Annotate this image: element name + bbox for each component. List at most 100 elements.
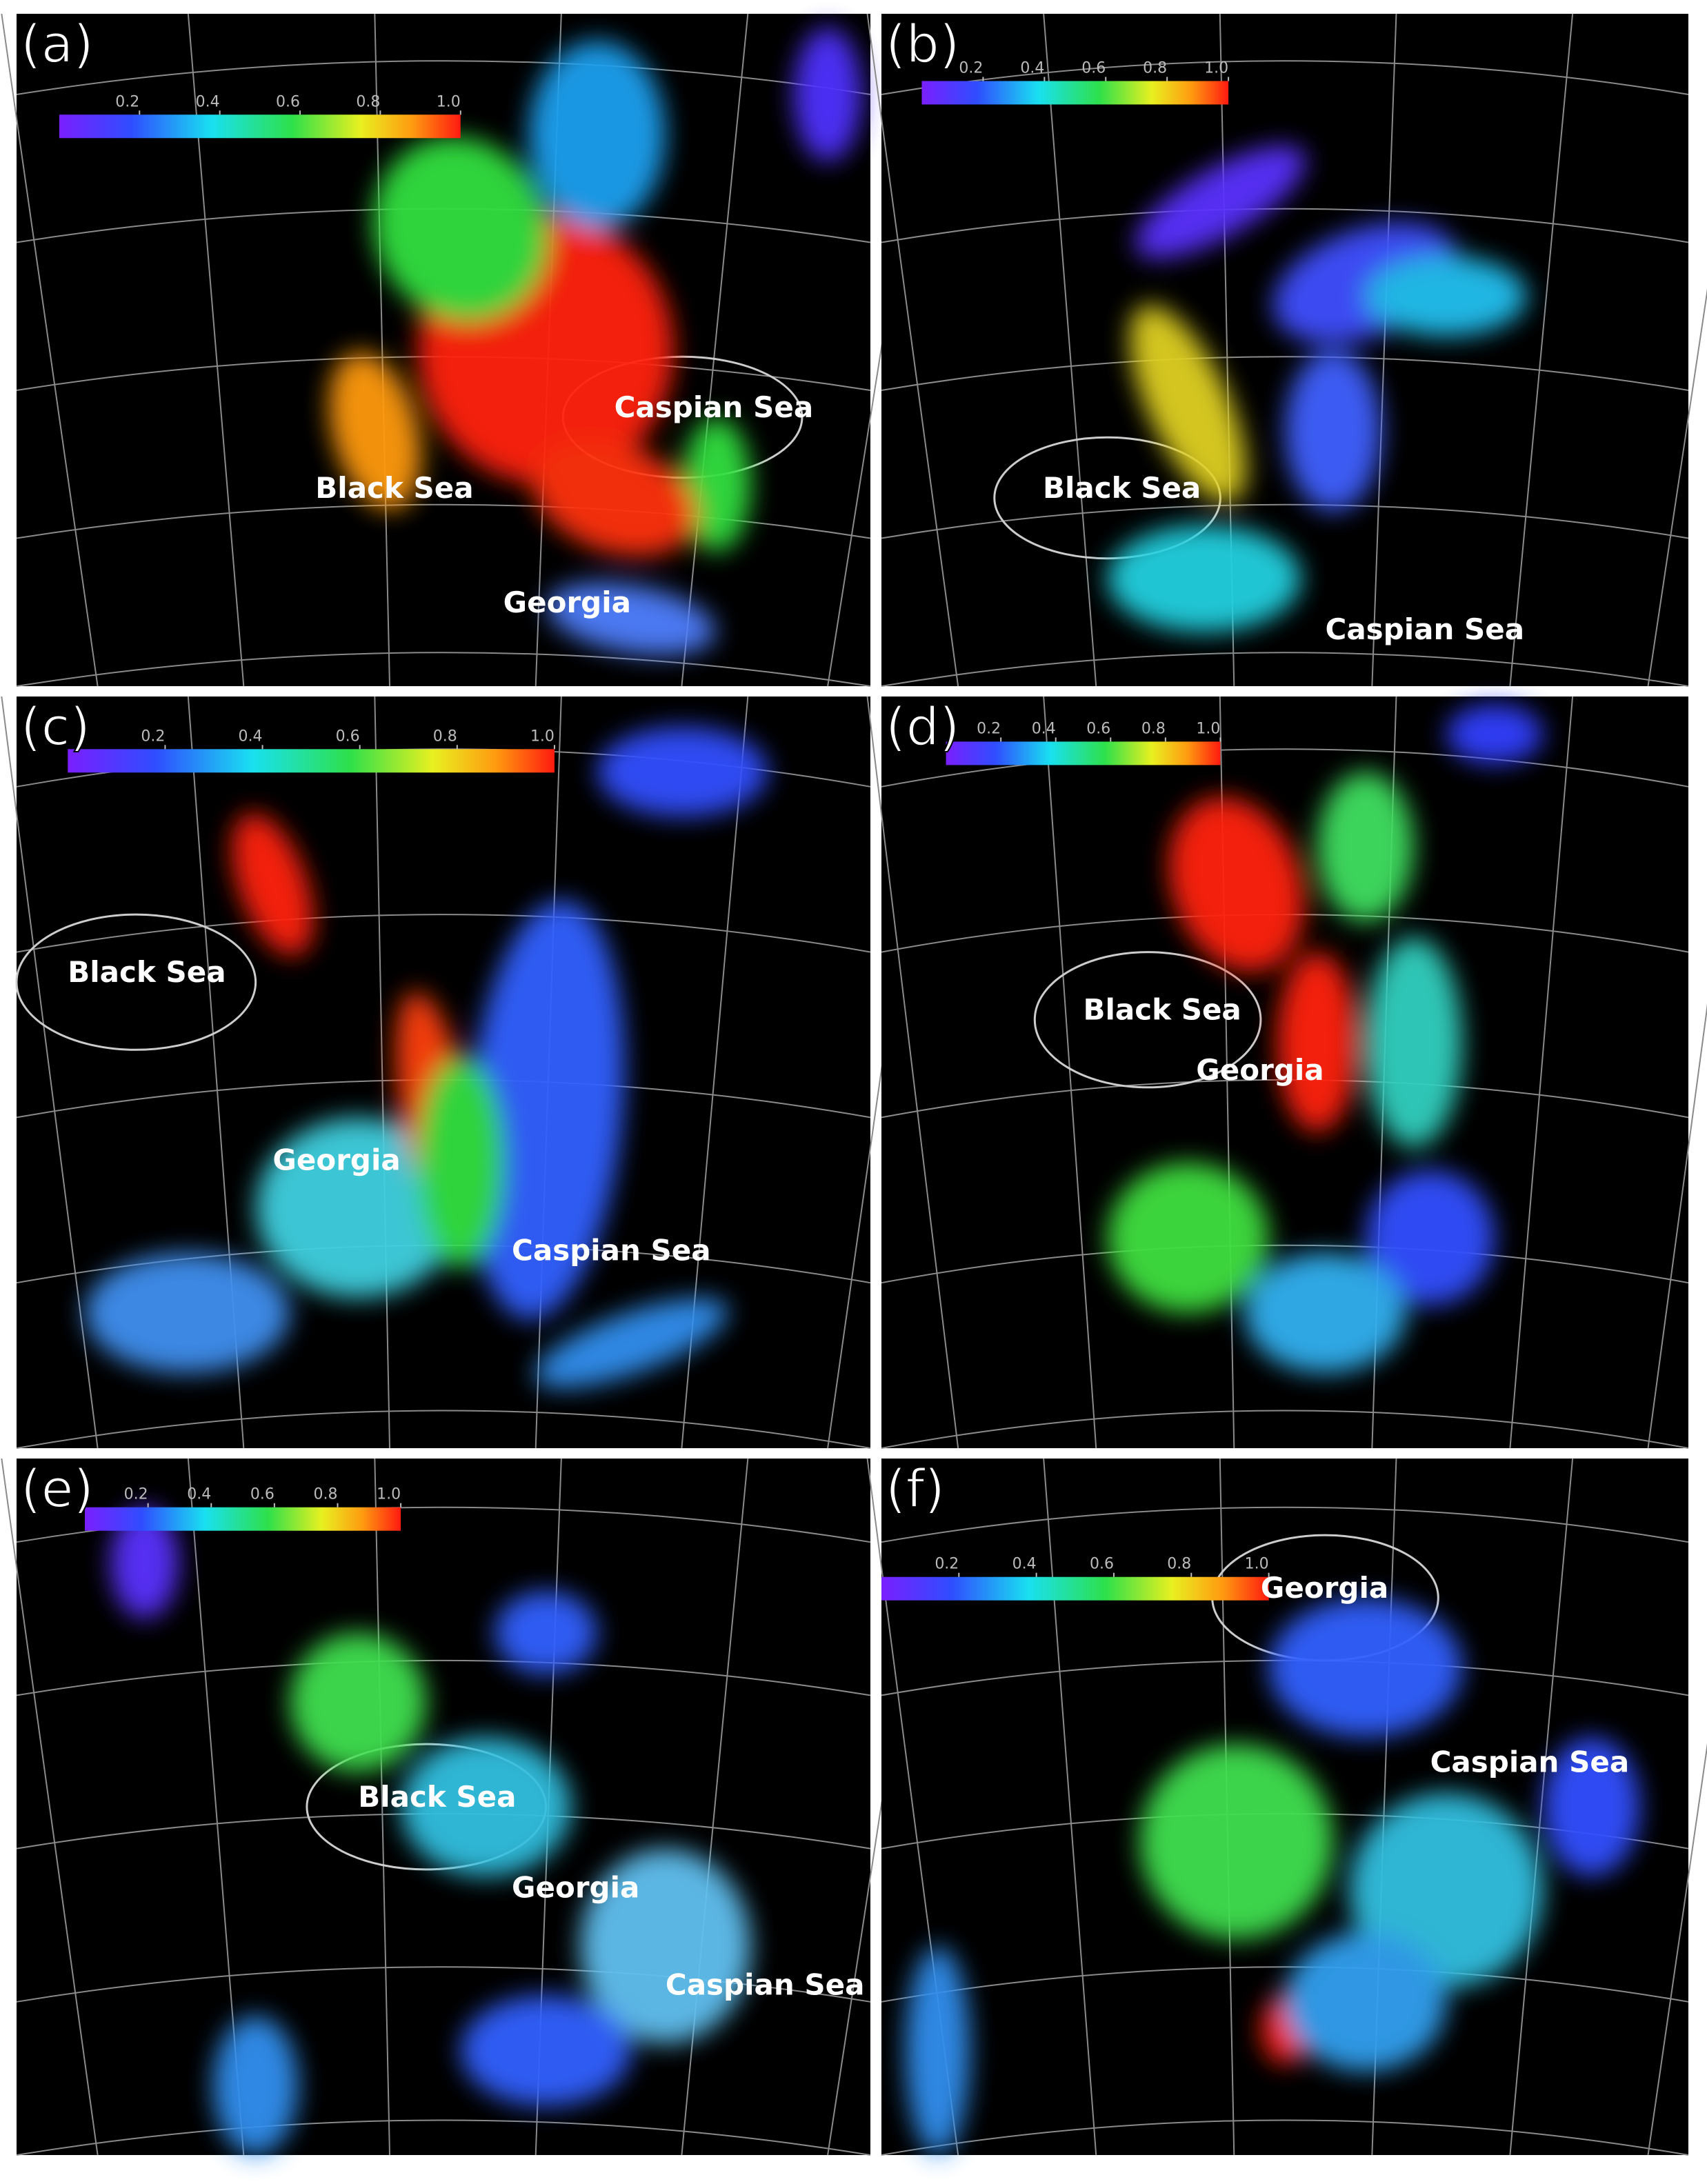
map-panel: 0.2 0.4 0.6 0.8 1.0 Black Sea Caspian Sea (b) <box>866 12 1707 687</box>
aerosol-patch <box>290 1632 427 1772</box>
graticule <box>881 356 1689 391</box>
graticule <box>1043 1458 1097 2156</box>
aerosol-patch <box>467 900 625 1320</box>
map-panel: 0.2 0.4 0.6 0.8 1.0 Black Sea Georgia Caspian S… <box>1 1457 935 2156</box>
colorbar-tick-label: 0.8 <box>1143 60 1167 77</box>
colorbar-tick-label: 0.8 <box>313 1486 337 1503</box>
graticule <box>881 1410 1689 1449</box>
graticule <box>866 13 959 687</box>
place-label: Caspian Sea <box>666 1968 865 2002</box>
colorbar-tick-label: 0.4 <box>1020 60 1044 77</box>
graticule <box>1 13 99 687</box>
place-label: Georgia <box>272 1143 400 1177</box>
aerosol-patch <box>547 582 716 656</box>
panel-label: (b) <box>886 13 960 74</box>
colorbar-tick-label: 0.2 <box>141 728 165 745</box>
colorbar-tick-label: 0.4 <box>1012 1556 1037 1573</box>
graticule <box>881 60 1689 95</box>
aerosol-patch <box>85 1252 290 1373</box>
aerosol-patch <box>372 137 548 321</box>
colorbar-tick-label: 0.6 <box>1081 60 1106 77</box>
colorbar <box>946 741 1221 765</box>
colorbar-tick-label: 0.2 <box>935 1556 959 1573</box>
aerosol-patch <box>532 439 697 557</box>
colorbar-tick-label: 0.6 <box>276 93 300 110</box>
aerosol-patch <box>1366 1170 1495 1305</box>
graticule <box>866 696 959 1449</box>
colorbar-tick-label: 0.2 <box>977 720 1001 737</box>
aerosol-patch <box>580 1848 751 2044</box>
map-panel: 0.2 0.4 0.6 0.8 1.0 Black Sea Georgia Caspian S… <box>1 695 935 1449</box>
aerosol-patch <box>401 1737 572 1876</box>
aerosol-patch <box>460 1994 632 2107</box>
graticule <box>881 1244 1689 1284</box>
graticule <box>881 748 1689 788</box>
graticule <box>1647 1003 1707 1449</box>
aerosol-patch <box>1366 936 1463 1148</box>
graticule <box>681 13 749 687</box>
aerosol-patch <box>528 41 666 229</box>
colorbar-tick-label: 0.8 <box>1167 1556 1191 1573</box>
place-label: Black Sea <box>68 955 226 989</box>
colorbar-tick-label: 1.0 <box>1196 720 1220 737</box>
colorbar-tick-label: 0.6 <box>1086 720 1110 737</box>
graticule <box>16 914 871 953</box>
place-label: Black Sea <box>1043 471 1201 505</box>
aerosol-patch <box>1244 1252 1406 1373</box>
aerosol-patch <box>110 1507 179 1619</box>
place-label: Caspian Sea <box>1430 1745 1630 1779</box>
colorbar-tick-label: 0.2 <box>115 93 139 110</box>
aerosol-patch <box>906 1946 970 2155</box>
colorbar <box>85 1507 401 1531</box>
colorbar-tick-label: 0.4 <box>196 93 220 110</box>
aerosol-field <box>85 726 768 1388</box>
place-label: Georgia <box>512 1870 639 1904</box>
graticule <box>374 1458 391 2156</box>
place-label: Black Sea <box>315 471 473 505</box>
colorbar-tick-label: 0.6 <box>250 1486 274 1503</box>
panel-label: (c) <box>21 696 90 757</box>
aerosol-patch <box>1107 525 1301 632</box>
colorbar-tick-label: 1.0 <box>437 93 461 110</box>
graticule <box>881 652 1689 687</box>
aerosol-field <box>906 1598 1640 2155</box>
map-panel: 0.2 0.4 0.6 0.8 1.0 Black Sea Georgia (d) <box>866 695 1707 1449</box>
aerosol-patch <box>1135 146 1306 259</box>
graticule <box>1043 696 1097 1449</box>
colorbar <box>881 1576 1269 1601</box>
place-label: Caspian Sea <box>512 1234 711 1268</box>
panel-label: (e) <box>21 1458 94 1519</box>
graticule <box>16 2119 871 2156</box>
colorbar-tick-label: 0.6 <box>336 728 360 745</box>
aerosol-patch <box>255 1117 461 1298</box>
coastline <box>15 913 257 1051</box>
graticule <box>1 696 99 1449</box>
aerosol-patch <box>1285 1932 1446 2072</box>
colorbar-tick-label: 1.0 <box>530 728 555 745</box>
aerosol-field <box>1107 703 1544 1373</box>
colorbar <box>921 81 1229 105</box>
colorbar-tick-label: 0.6 <box>1090 1556 1114 1573</box>
aerosol-patch <box>1277 952 1358 1133</box>
aerosol-field <box>328 27 862 656</box>
graticule <box>1043 13 1097 687</box>
panel-label: (f) <box>886 1458 945 1519</box>
graticule <box>881 1506 1689 1543</box>
map-panel: 0.2 0.4 0.6 0.8 1.0 Caspian Sea Black Sea Georg… <box>1 12 935 687</box>
aerosol-patch <box>682 417 751 552</box>
aerosol-patch <box>597 726 768 817</box>
aerosol-patch <box>793 27 862 162</box>
aerosol-patch <box>1268 1598 1463 1737</box>
aerosol-patch <box>1139 1744 1334 1939</box>
aerosol-patch <box>212 2016 299 2155</box>
graticule <box>1647 1743 1707 2156</box>
panel-label: (a) <box>21 13 94 74</box>
graticule <box>881 208 1689 243</box>
place-label: Georgia <box>1196 1053 1324 1087</box>
graticule <box>16 652 871 687</box>
graticule <box>1647 288 1707 687</box>
aerosol-field <box>110 1507 751 2155</box>
graticule <box>16 60 871 95</box>
panel-label: (d) <box>886 696 960 757</box>
